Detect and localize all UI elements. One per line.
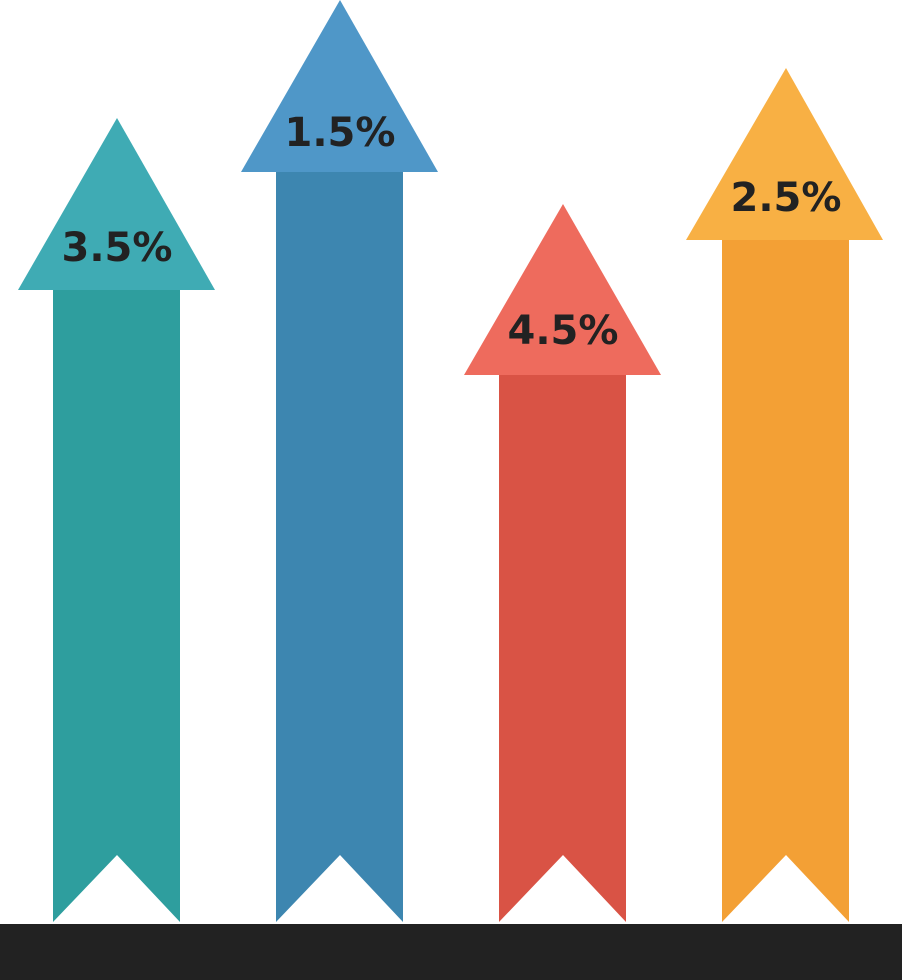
- arrow-shaft: [499, 375, 626, 922]
- arrow: 3.5%: [18, 118, 215, 922]
- arrow-head: [18, 118, 215, 290]
- arrow-label: 2.5%: [731, 175, 842, 221]
- arrow-label: 3.5%: [62, 225, 173, 271]
- arrow-label: 4.5%: [508, 308, 619, 354]
- base-bar: [0, 924, 902, 980]
- arrow: 1.5%: [241, 0, 438, 922]
- arrow-label: 1.5%: [285, 110, 396, 156]
- arrow: 4.5%: [464, 204, 661, 922]
- arrow-shaft: [276, 172, 403, 922]
- arrow-head: [241, 0, 438, 172]
- arrow: 2.5%: [686, 68, 883, 922]
- arrow-head: [464, 204, 661, 375]
- arrow-shaft: [722, 240, 849, 922]
- arrow-shaft: [53, 290, 180, 922]
- arrow-head: [686, 68, 883, 240]
